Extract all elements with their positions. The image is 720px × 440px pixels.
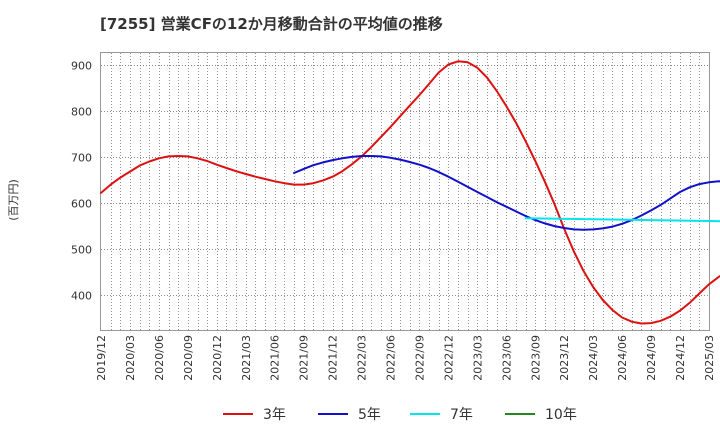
plot-area: [100, 52, 710, 331]
y-tick-label: 400: [71, 290, 92, 303]
y-tick-label: 700: [71, 152, 92, 165]
x-tick-label: 2022/06: [385, 335, 398, 381]
x-tick-label: 2020/09: [182, 335, 195, 381]
x-tick-label: 2020/03: [124, 335, 137, 381]
x-tick-label: 2023/03: [471, 335, 484, 381]
x-tick-label: 2022/03: [356, 335, 369, 381]
y-tick-label: 900: [71, 60, 92, 73]
series-line-3: [524, 217, 720, 223]
x-tick-label: 2021/03: [240, 335, 253, 381]
series-line-2: [293, 155, 720, 231]
x-tick-label: 2023/09: [529, 335, 542, 381]
legend-label-2: 5年: [358, 407, 381, 423]
x-tick-label: 2019/12: [95, 335, 108, 381]
y-axis-label: (百万円): [7, 179, 20, 221]
y-tick-label: 600: [71, 198, 92, 211]
legend-label-3: 7年: [450, 407, 473, 423]
chart-title: [7255] 営業CFの12か月移動合計の平均値の推移: [100, 15, 443, 33]
x-tick-label: 2021/09: [298, 335, 311, 381]
x-tick-label: 2023/06: [500, 335, 513, 381]
x-tick-label: 2024/09: [645, 335, 658, 381]
x-tick-label: 2022/09: [413, 335, 426, 381]
legend-label-4: 10年: [545, 407, 577, 423]
series-layer: [100, 60, 720, 325]
x-tick-label: 2023/12: [558, 335, 571, 381]
y-tick-labels: 400 500 600 700 800 900: [71, 60, 92, 303]
x-tick-label: 2024/12: [674, 335, 687, 381]
x-tick-label: 2024/03: [587, 335, 600, 381]
series-line-1: [100, 60, 720, 325]
x-tick-label: 2025/03: [703, 335, 716, 381]
y-tick-label: 800: [71, 106, 92, 119]
legend-label-1: 3年: [263, 407, 286, 423]
legend: 3年 5年 7年 10年: [223, 407, 577, 423]
x-tick-label: 2020/12: [211, 335, 224, 381]
x-tick-label: 2020/06: [153, 335, 166, 381]
x-tick-label: 2021/06: [269, 335, 282, 381]
x-tick-label: 2022/12: [442, 335, 455, 381]
x-tick-label: 2024/06: [616, 335, 629, 381]
y-tick-label: 500: [71, 244, 92, 257]
x-tick-labels: 2019/12 2020/03 2020/06 2020/09 2020/12 2021/…: [95, 335, 716, 381]
x-tick-label: 2021/12: [327, 335, 340, 381]
